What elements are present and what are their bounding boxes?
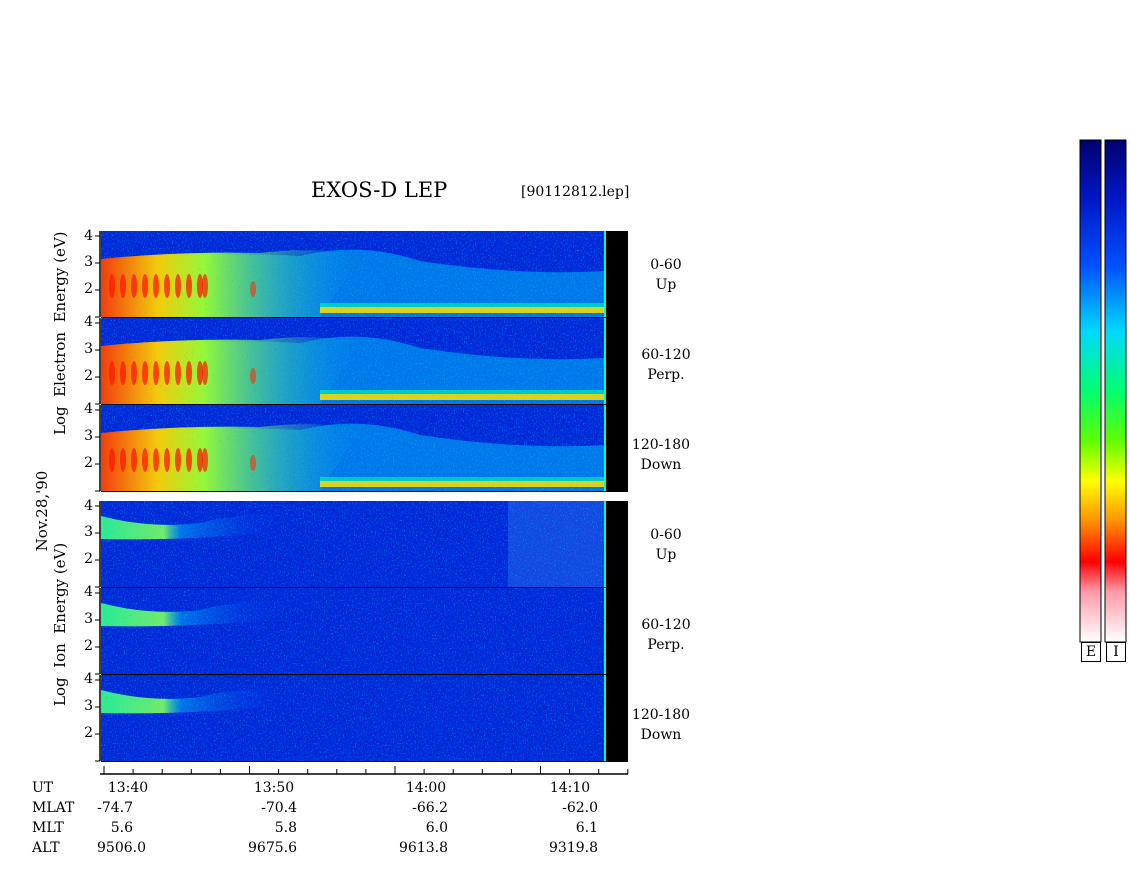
mlat-value: -74.7 xyxy=(97,800,133,816)
ut-tick-label: 14:10 xyxy=(549,780,591,796)
ion-y-label: Log Ion Energy (eV) xyxy=(51,542,69,706)
tick-label: 2 xyxy=(84,551,93,567)
tick-label: 3 xyxy=(84,428,93,444)
ut-tick-label: 14:00 xyxy=(405,780,447,796)
alt-value: 9506.0 xyxy=(97,840,146,856)
mlat-value: -62.0 xyxy=(562,800,598,816)
edge-line xyxy=(604,231,606,317)
edge-line xyxy=(604,405,606,491)
electron-y-label: Log Electron Energy (eV) xyxy=(51,231,69,435)
edge-line xyxy=(604,501,606,587)
tick-label: 2 xyxy=(84,455,93,471)
no-data-strip xyxy=(606,318,628,404)
tick-label: 4 xyxy=(84,228,93,244)
dropout-specks xyxy=(101,588,604,674)
panel-angle-label: 60-120 Perp. xyxy=(641,347,691,383)
dropout-specks xyxy=(101,501,604,587)
tick-label: 3 xyxy=(84,611,93,627)
ut-tick-label: 13:40 xyxy=(107,780,149,796)
tick-label: 4 xyxy=(84,671,93,687)
panel-angle-label: 0-60 Up xyxy=(650,257,682,293)
tick-label: 2 xyxy=(84,725,93,741)
dropout-specks xyxy=(101,675,604,761)
tick-label: 4 xyxy=(84,498,93,514)
chart-title: EXOS-D LEP xyxy=(311,178,448,202)
date-label: Nov.28,'90 xyxy=(33,470,51,552)
file-name: [90112812.lep] xyxy=(521,184,630,200)
tick-label: 3 xyxy=(84,524,93,540)
row-label-mlt: MLT xyxy=(32,820,64,836)
colorbar-label-e: E xyxy=(1081,642,1101,662)
tick-label: 3 xyxy=(84,698,93,714)
alt-value: 9319.8 xyxy=(549,840,598,856)
panel-angle-label: 0-60 Up xyxy=(650,527,682,563)
mlt-value: 6.1 xyxy=(575,820,598,836)
row-label-mlat: MLAT xyxy=(32,800,75,816)
tick-label: 4 xyxy=(84,401,93,417)
tick-label: 3 xyxy=(84,254,93,270)
dropout-specks xyxy=(101,231,604,317)
mlt-value: 6.0 xyxy=(425,820,448,836)
edge-line xyxy=(604,675,606,761)
panel-angle-label: 60-120 Perp. xyxy=(641,617,691,653)
colorbar-label-i: I xyxy=(1106,642,1126,662)
dropout-specks xyxy=(101,318,604,404)
colorbar-ion xyxy=(1104,139,1127,643)
tick-label: 4 xyxy=(84,314,93,330)
mlat-value: -70.4 xyxy=(261,800,297,816)
tick-label: 2 xyxy=(84,638,93,654)
ut-tick-label: 13:50 xyxy=(253,780,295,796)
tick-label: 4 xyxy=(84,584,93,600)
no-data-strip xyxy=(606,405,628,491)
mlt-value: 5.8 xyxy=(274,820,297,836)
edge-line xyxy=(604,318,606,404)
edge-line xyxy=(604,588,606,674)
alt-value: 9675.6 xyxy=(248,840,297,856)
no-data-strip xyxy=(606,501,628,587)
alt-value: 9613.8 xyxy=(399,840,448,856)
mlat-value: -66.2 xyxy=(412,800,448,816)
no-data-strip xyxy=(606,231,628,317)
row-label-alt: ALT xyxy=(32,840,60,856)
no-data-strip xyxy=(606,588,628,674)
panel-angle-label: 120-180 Down xyxy=(631,437,691,473)
no-data-strip xyxy=(606,675,628,761)
mlt-value: 5.6 xyxy=(110,820,133,836)
colorbar-electron xyxy=(1079,139,1102,643)
dropout-specks xyxy=(101,405,604,491)
tick-label: 2 xyxy=(84,368,93,384)
tick-label: 3 xyxy=(84,341,93,357)
tick-label: 2 xyxy=(84,281,93,297)
panel-angle-label: 120-180 Down xyxy=(631,707,691,743)
row-label-ut: UT xyxy=(32,780,54,796)
